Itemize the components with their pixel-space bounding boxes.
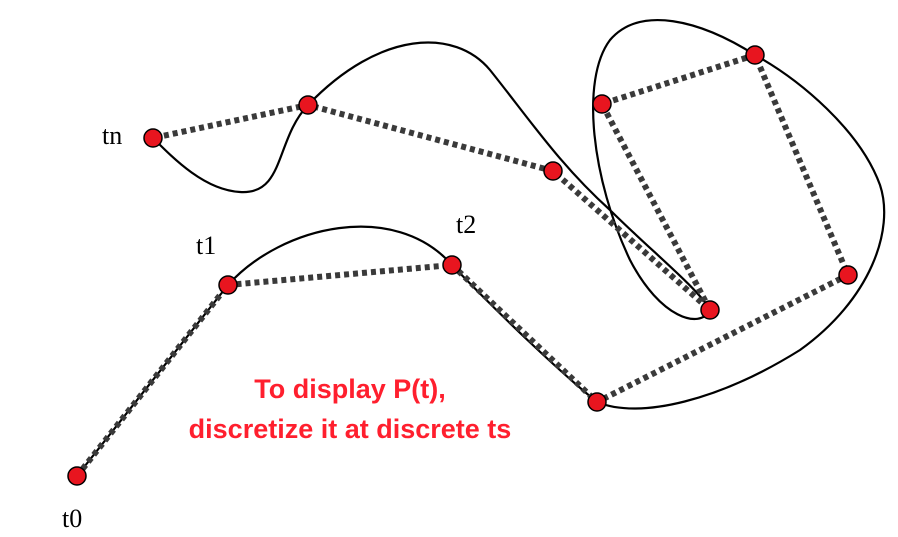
label-tn: tn bbox=[102, 121, 122, 150]
sample-points bbox=[67, 45, 858, 486]
sample-point bbox=[587, 392, 607, 412]
discretized-polyline bbox=[74, 52, 851, 478]
sample-point-tn bbox=[143, 128, 163, 148]
sample-point-t0 bbox=[67, 466, 87, 486]
caption-line-1: To display P(t), bbox=[254, 374, 446, 404]
label-t1: t1 bbox=[196, 231, 216, 260]
label-t0: t0 bbox=[62, 504, 82, 533]
sample-point bbox=[592, 94, 612, 114]
sample-point bbox=[543, 161, 563, 181]
label-t2: t2 bbox=[456, 210, 476, 239]
sample-point bbox=[298, 95, 318, 115]
sample-point bbox=[838, 265, 858, 285]
sample-point-t2 bbox=[442, 255, 462, 275]
sample-point bbox=[700, 300, 720, 320]
caption-line-2: discretize it at discrete ts bbox=[189, 414, 512, 444]
sample-point-t1 bbox=[218, 275, 238, 295]
sample-point bbox=[745, 45, 765, 65]
